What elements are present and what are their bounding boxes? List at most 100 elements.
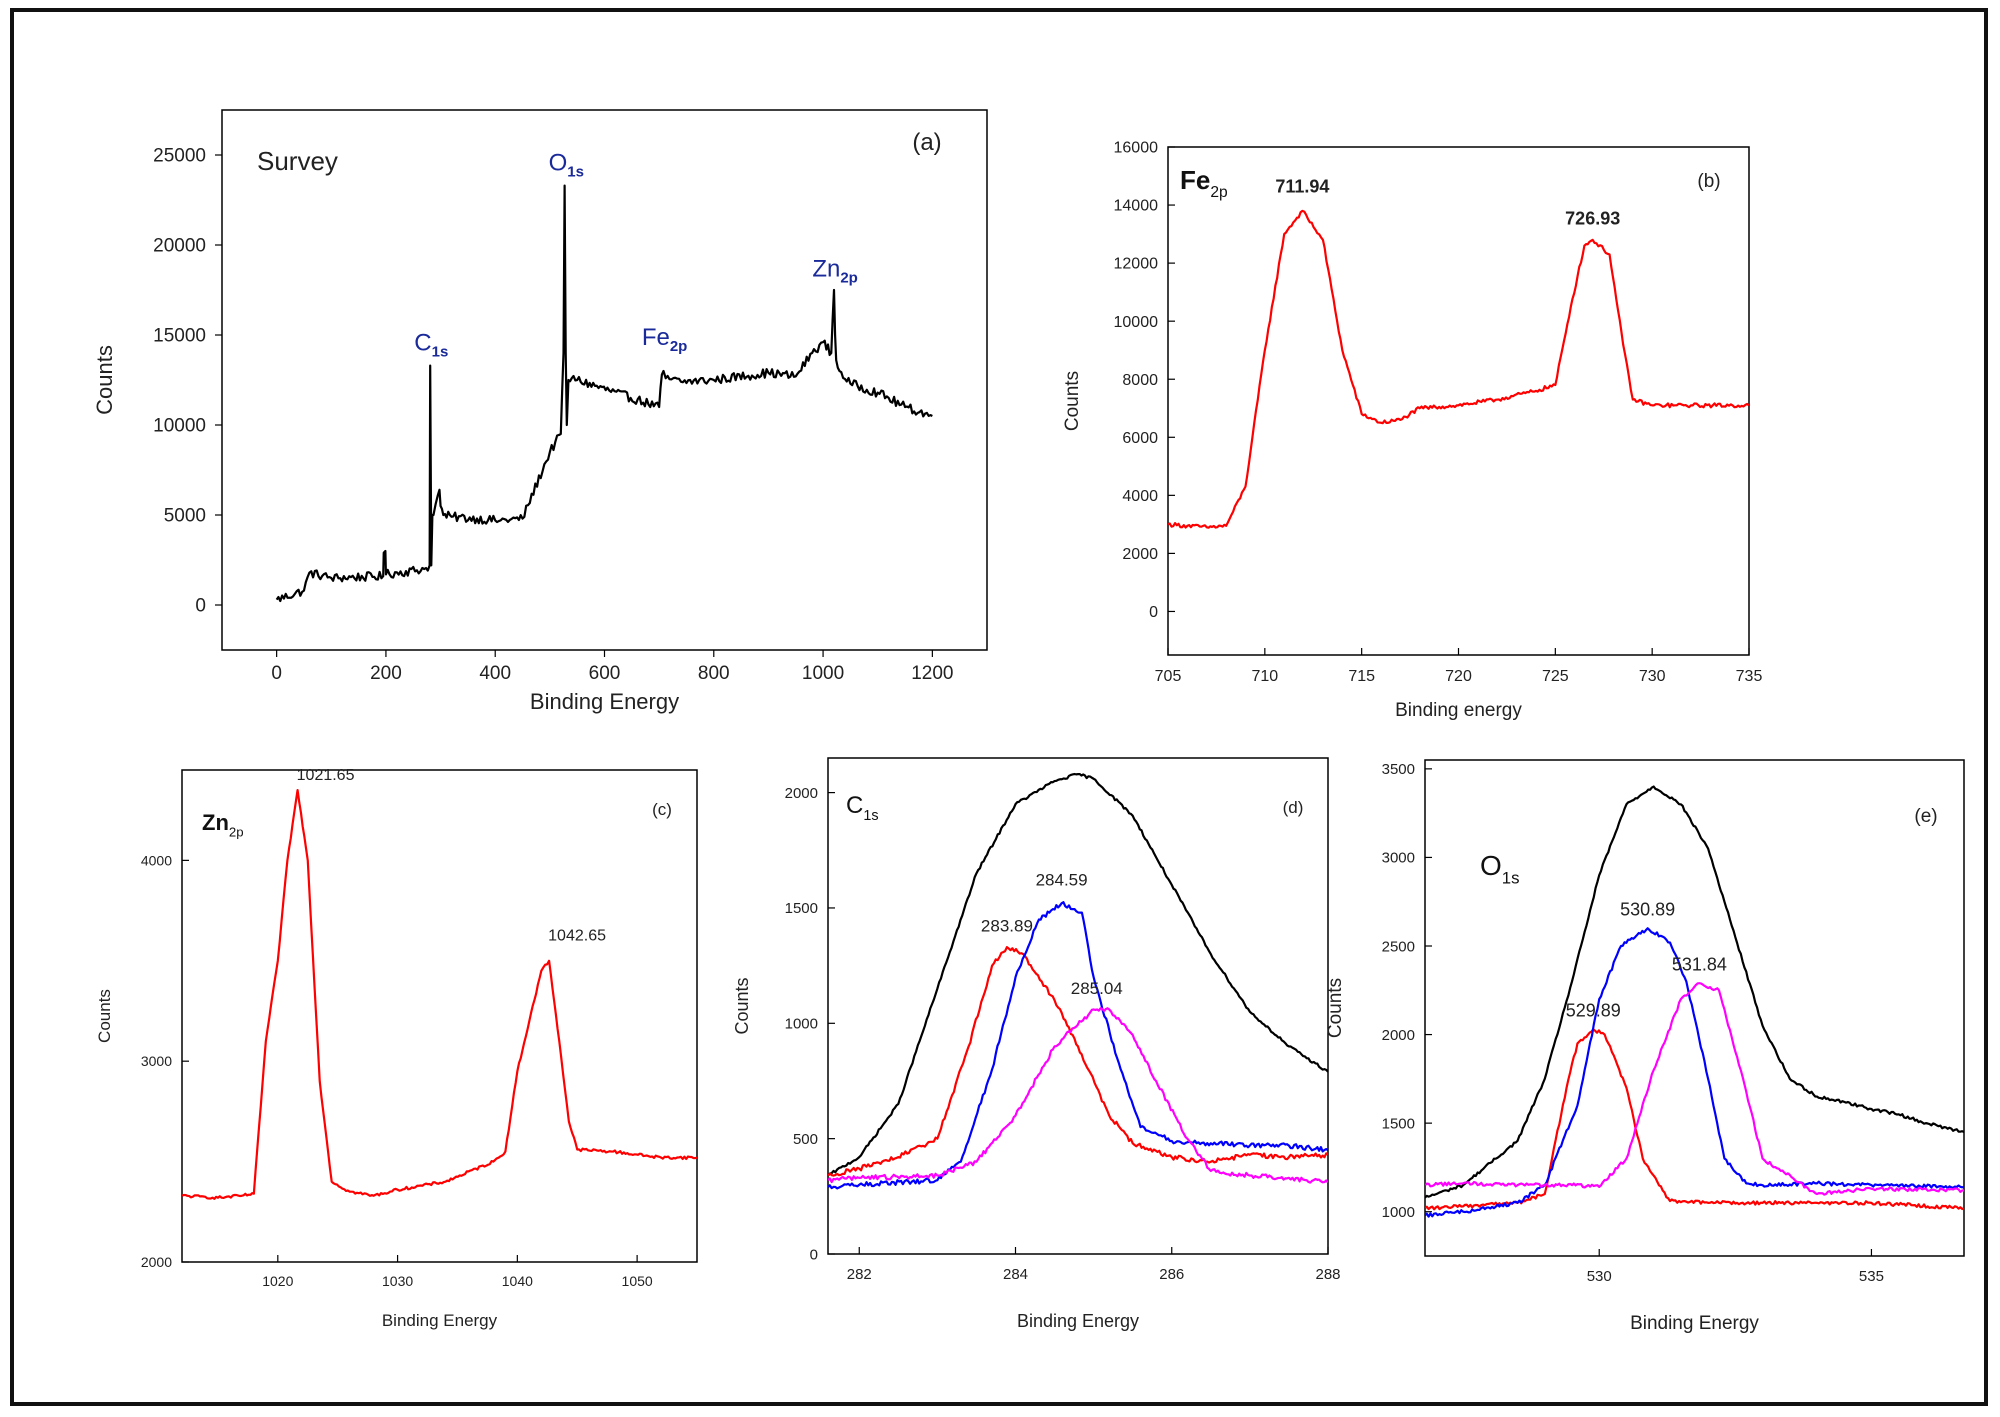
x-tick-label: 735 xyxy=(1736,668,1763,685)
x-tick-label: 600 xyxy=(589,663,621,684)
x-axis-label: Binding Energy xyxy=(382,1311,498,1330)
series-line-284-59 xyxy=(828,901,1328,1190)
y-tick-label: 1000 xyxy=(785,1016,818,1033)
figure-border xyxy=(10,8,1988,1406)
series-line-total xyxy=(828,772,1328,1177)
y-axis-label: Counts xyxy=(1325,978,1346,1038)
peak-label: O1s xyxy=(549,149,584,180)
panel-title-main: O xyxy=(1480,850,1502,881)
series-line-531-84 xyxy=(1425,982,1964,1196)
panel-label: (d) xyxy=(1283,798,1304,817)
x-tick-label: 286 xyxy=(1159,1266,1184,1283)
y-tick-label: 14000 xyxy=(1114,198,1159,215)
x-tick-label: 400 xyxy=(479,663,511,684)
peak-annotation: 726.93 xyxy=(1565,208,1620,228)
y-tick-label: 2000 xyxy=(1382,1027,1415,1044)
y-tick-label: 10000 xyxy=(153,416,206,437)
y-tick-label: 1000 xyxy=(1382,1204,1415,1221)
series-line-530-89 xyxy=(1425,927,1964,1218)
y-tick-label: 4000 xyxy=(141,852,172,868)
x-tick-label: 530 xyxy=(1587,1268,1612,1285)
x-tick-label: 715 xyxy=(1348,668,1375,685)
y-tick-label: 8000 xyxy=(1122,372,1158,389)
plot-frame xyxy=(827,757,1329,1255)
peak-label-main: Fe xyxy=(642,324,670,351)
peak-label: C1s xyxy=(414,329,448,360)
panel-label: (b) xyxy=(1697,171,1720,192)
y-axis-label: Counts xyxy=(732,977,752,1034)
peak-label-sub: 2p xyxy=(670,338,688,355)
peak-label-sub: 1s xyxy=(432,343,449,360)
y-tick-label: 4000 xyxy=(1122,488,1158,505)
y-tick-label: 2500 xyxy=(1382,938,1415,955)
x-axis-label: Binding Energy xyxy=(1017,1311,1139,1331)
peak-annotation: 285.04 xyxy=(1071,979,1123,998)
y-tick-label: 20000 xyxy=(153,236,206,257)
x-tick-label: 0 xyxy=(271,663,282,684)
panel-label: (a) xyxy=(912,129,941,156)
x-tick-label: 535 xyxy=(1859,1268,1884,1285)
peak-annotation: 1042.65 xyxy=(548,928,606,945)
series-line-fe-2p xyxy=(1168,209,1749,529)
y-tick-label: 0 xyxy=(810,1246,818,1263)
y-tick-label: 3000 xyxy=(141,1053,172,1069)
panel-title-main: C xyxy=(846,792,863,819)
series-line-total xyxy=(1425,785,1964,1199)
peak-annotation: 529.89 xyxy=(1566,1000,1621,1020)
plot-frame xyxy=(1167,146,1750,656)
x-tick-label: 1020 xyxy=(262,1273,293,1289)
panel-b-fe2p: 705 710 715 720 725 730 735 0 2000 4000 6000 8000 10… xyxy=(1062,140,1762,721)
x-axis-label: Binding Energy xyxy=(1630,1313,1759,1334)
series-line-zn-2p xyxy=(182,788,697,1200)
x-axis-label: Binding energy xyxy=(1395,700,1522,721)
peak-label-main: O xyxy=(549,149,568,176)
x-tick-label: 284 xyxy=(1003,1266,1028,1283)
plot-frame xyxy=(221,109,988,651)
y-tick-label: 1500 xyxy=(1382,1115,1415,1132)
x-tick-label: 1000 xyxy=(802,663,844,684)
peak-label: Zn2p xyxy=(812,256,858,287)
x-tick-label: 200 xyxy=(370,663,402,684)
peak-label: Fe2p xyxy=(642,324,688,355)
peak-label-sub: 1s xyxy=(567,163,584,180)
panel-d-c1s: 282 284 286 288 0 500 1000 1500 2000 Binding Ener… xyxy=(732,757,1341,1331)
panel-title: C1s xyxy=(846,792,879,824)
y-axis-label: Counts xyxy=(92,345,117,415)
y-tick-label: 3500 xyxy=(1382,761,1415,778)
panel-label: (e) xyxy=(1914,806,1937,827)
panel-title-sub: 2p xyxy=(1210,184,1228,201)
plot-frame xyxy=(1424,759,1965,1257)
x-tick-label: 725 xyxy=(1542,668,1569,685)
peak-annotation: 530.89 xyxy=(1620,899,1675,919)
x-tick-label: 705 xyxy=(1155,668,1182,685)
y-axis-label: Counts xyxy=(95,989,114,1043)
panel-title-sub: 2p xyxy=(229,825,244,840)
peak-annotation: 284.59 xyxy=(1036,870,1088,889)
y-tick-label: 16000 xyxy=(1114,140,1159,157)
y-tick-label: 10000 xyxy=(1114,314,1159,331)
y-tick-label: 15000 xyxy=(153,326,206,347)
x-tick-label: 1040 xyxy=(502,1273,533,1289)
peak-annotation: 283.89 xyxy=(981,917,1033,936)
plot-frame xyxy=(181,769,698,1263)
x-tick-label: 1030 xyxy=(382,1273,413,1289)
panel-c-zn2p: 1020 1030 1040 1050 2000 3000 4000 Binding Ener… xyxy=(95,767,698,1330)
panel-title-main: Zn xyxy=(202,810,229,835)
peak-label-main: C xyxy=(414,329,431,356)
panel-a-survey: 0 200 400 600 800 1000 1200 0 5000 10000 15000 2000… xyxy=(92,109,988,714)
x-tick-label: 1200 xyxy=(911,663,953,684)
panel-label: (c) xyxy=(652,800,672,819)
y-tick-label: 25000 xyxy=(153,146,206,167)
y-tick-label: 1500 xyxy=(785,900,818,917)
panel-title: O1s xyxy=(1480,850,1520,887)
y-tick-label: 12000 xyxy=(1114,256,1159,273)
x-tick-label: 720 xyxy=(1445,668,1472,685)
x-tick-label: 800 xyxy=(698,663,730,684)
panel-title-sub: 1s xyxy=(863,808,878,824)
panel-title: Survey xyxy=(257,146,338,176)
peak-label-sub: 2p xyxy=(840,270,858,287)
x-tick-label: 288 xyxy=(1315,1266,1340,1283)
x-tick-label: 730 xyxy=(1639,668,1666,685)
panel-e-o1s: 530 535 1000 1500 2000 2500 3000 3500 Binding En… xyxy=(1325,759,1965,1334)
